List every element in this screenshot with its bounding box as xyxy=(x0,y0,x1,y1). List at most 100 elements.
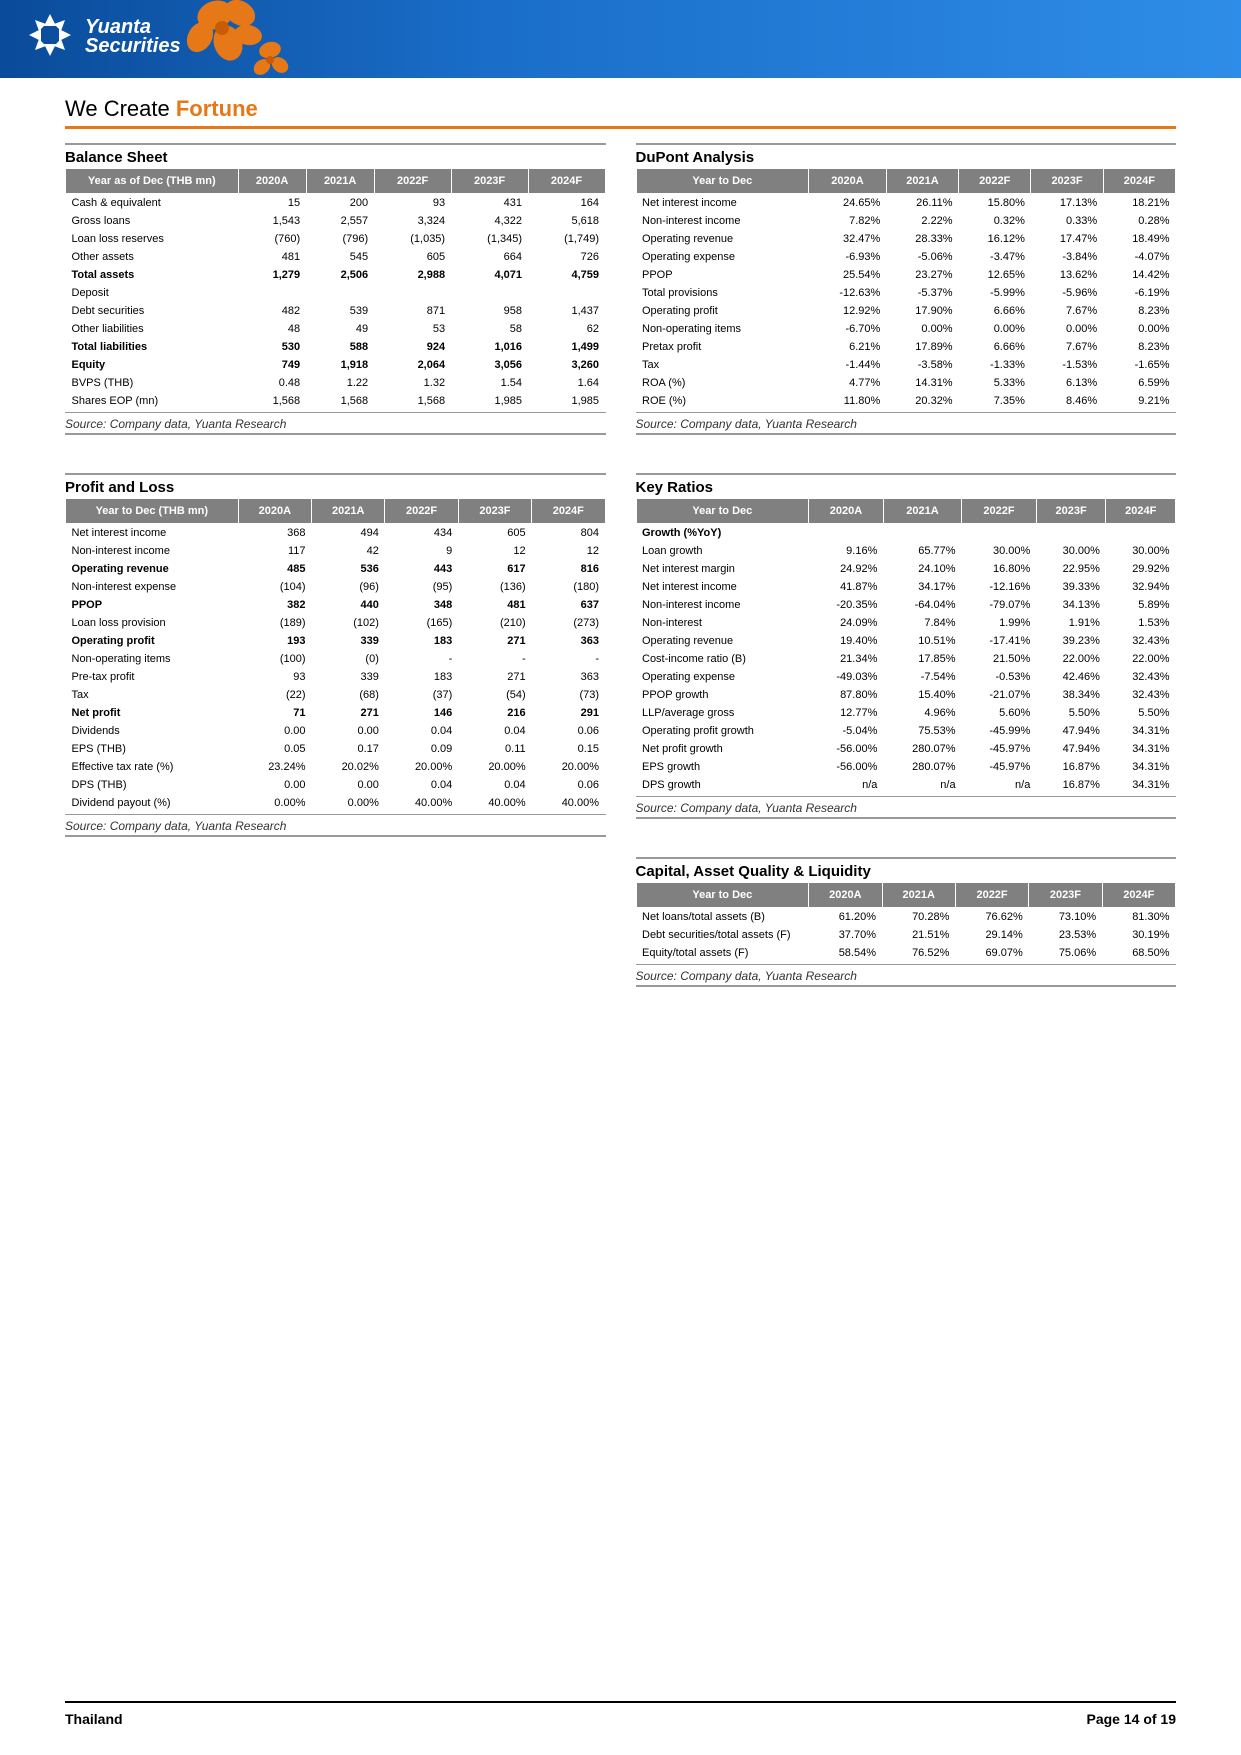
table-row: PPOP25.54%23.27%12.65%13.62%14.42% xyxy=(636,266,1176,284)
row-label: Operating revenue xyxy=(66,560,239,578)
table-row: Debt securities4825398719581,437 xyxy=(66,302,606,320)
balance-sheet-section: Balance Sheet Year as of Dec (THB mn)202… xyxy=(65,143,606,435)
cell-value: (102) xyxy=(312,614,385,632)
cell-value xyxy=(883,524,961,543)
cell-value: 75.06% xyxy=(1029,944,1102,962)
cell-value: -20.35% xyxy=(809,596,884,614)
cell-value: (104) xyxy=(238,578,311,596)
cell-value: 73.10% xyxy=(1029,908,1102,927)
row-label: LLP/average gross xyxy=(636,704,809,722)
col-header-year: 2022F xyxy=(962,499,1037,524)
cell-value: 23.27% xyxy=(886,266,958,284)
col-header-year: 2020A xyxy=(238,169,306,194)
cell-value: (100) xyxy=(238,650,311,668)
cell-value: 605 xyxy=(458,524,531,543)
table-row: Cost-income ratio (B)21.34%17.85%21.50%2… xyxy=(636,650,1176,668)
cell-value: 339 xyxy=(312,632,385,650)
col-header-year: 2022F xyxy=(385,499,458,524)
balance-sheet-table: Year as of Dec (THB mn)2020A2021A2022F20… xyxy=(65,168,606,410)
row-label: EPS growth xyxy=(636,758,809,776)
cell-value: 9 xyxy=(385,542,458,560)
col-header-year: 2024F xyxy=(1103,169,1175,194)
cell-value: 12 xyxy=(532,542,605,560)
cell-value: 47.94% xyxy=(1036,722,1106,740)
cell-value: 24.92% xyxy=(809,560,884,578)
cell-value: (760) xyxy=(238,230,306,248)
cell-value: 34.31% xyxy=(1106,758,1176,776)
cell-value: - xyxy=(385,650,458,668)
cell-value: 13.62% xyxy=(1031,266,1103,284)
cell-value: 10.51% xyxy=(883,632,961,650)
cell-value xyxy=(374,284,451,302)
cell-value: -12.63% xyxy=(809,284,887,302)
cell-value: 18.49% xyxy=(1103,230,1175,248)
cell-value: 637 xyxy=(532,596,605,614)
cell-value: 1,918 xyxy=(306,356,374,374)
table-row: Total assets1,2792,5062,9884,0714,759 xyxy=(66,266,606,284)
col-header-year: 2023F xyxy=(1036,499,1106,524)
source-note: Source: Company data, Yuanta Research xyxy=(636,964,1177,987)
cell-value: 30.00% xyxy=(1036,542,1106,560)
cell-value: -1.65% xyxy=(1103,356,1175,374)
cell-value: 0.00% xyxy=(959,320,1031,338)
cell-value: 280.07% xyxy=(883,740,961,758)
cell-value: 16.12% xyxy=(959,230,1031,248)
cell-value: 0.06 xyxy=(532,776,605,794)
cell-value: 17.90% xyxy=(886,302,958,320)
header-banner: Yuanta Securities xyxy=(0,0,1241,78)
cell-value: 0.00% xyxy=(886,320,958,338)
logo-mark-icon xyxy=(25,10,75,63)
col-header-label: Year to Dec xyxy=(636,883,809,908)
cell-value: 32.43% xyxy=(1106,668,1176,686)
col-header-year: 2020A xyxy=(809,169,887,194)
cell-value: 5.50% xyxy=(1106,704,1176,722)
table-row: Debt securities/total assets (F)37.70%21… xyxy=(636,926,1176,944)
cell-value: 3,324 xyxy=(374,212,451,230)
source-note: Source: Company data, Yuanta Research xyxy=(636,412,1177,435)
cell-value: 434 xyxy=(385,524,458,543)
cell-value: -6.93% xyxy=(809,248,887,266)
cell-value: 6.59% xyxy=(1103,374,1175,392)
cell-value: 93 xyxy=(238,668,311,686)
table-row: BVPS (THB)0.481.221.321.541.64 xyxy=(66,374,606,392)
cell-value: (22) xyxy=(238,686,311,704)
key-ratios-table: Year to Dec2020A2021A2022F2023F2024F Gro… xyxy=(636,498,1177,794)
table-row: Total liabilities5305889241,0161,499 xyxy=(66,338,606,356)
cell-value: 271 xyxy=(458,668,531,686)
row-label: Dividends xyxy=(66,722,239,740)
cell-value: 30.00% xyxy=(962,542,1037,560)
row-label: Total liabilities xyxy=(66,338,239,356)
row-label: Debt securities/total assets (F) xyxy=(636,926,809,944)
table-row: PPOP382440348481637 xyxy=(66,596,606,614)
row-label: Debt securities xyxy=(66,302,239,320)
cell-value: 617 xyxy=(458,560,531,578)
cell-value: 545 xyxy=(306,248,374,266)
table-row: Net profit71271146216291 xyxy=(66,704,606,722)
cell-value: (180) xyxy=(532,578,605,596)
table-row: Equity7491,9182,0643,0563,260 xyxy=(66,356,606,374)
left-column: Balance Sheet Year as of Dec (THB mn)202… xyxy=(65,143,606,1025)
flower-decoration-icon xyxy=(180,0,290,88)
table-row: Net interest income41.87%34.17%-12.16%39… xyxy=(636,578,1176,596)
table-row: Non-interest expense(104)(96)(95)(136)(1… xyxy=(66,578,606,596)
row-label: Non-interest expense xyxy=(66,578,239,596)
cell-value: 3,056 xyxy=(451,356,528,374)
table-row: Non-interest income-20.35%-64.04%-79.07%… xyxy=(636,596,1176,614)
dupont-table: Year to Dec2020A2021A2022F2023F2024F Net… xyxy=(636,168,1177,410)
cell-value: 32.43% xyxy=(1106,632,1176,650)
cell-value: -45.97% xyxy=(962,758,1037,776)
cell-value: 29.92% xyxy=(1106,560,1176,578)
table-row: Operating expense-6.93%-5.06%-3.47%-3.84… xyxy=(636,248,1176,266)
cell-value: 200 xyxy=(306,194,374,213)
table-row: Pre-tax profit93339183271363 xyxy=(66,668,606,686)
cell-value: 40.00% xyxy=(532,794,605,812)
cell-value: 482 xyxy=(238,302,306,320)
logo: Yuanta Securities xyxy=(25,10,181,63)
cell-value: 4,322 xyxy=(451,212,528,230)
cell-value: 17.89% xyxy=(886,338,958,356)
cell-value: 958 xyxy=(451,302,528,320)
table-row: Growth (%YoY) xyxy=(636,524,1176,543)
cell-value: 20.00% xyxy=(532,758,605,776)
col-header-year: 2021A xyxy=(882,883,955,908)
cell-value: -1.33% xyxy=(959,356,1031,374)
